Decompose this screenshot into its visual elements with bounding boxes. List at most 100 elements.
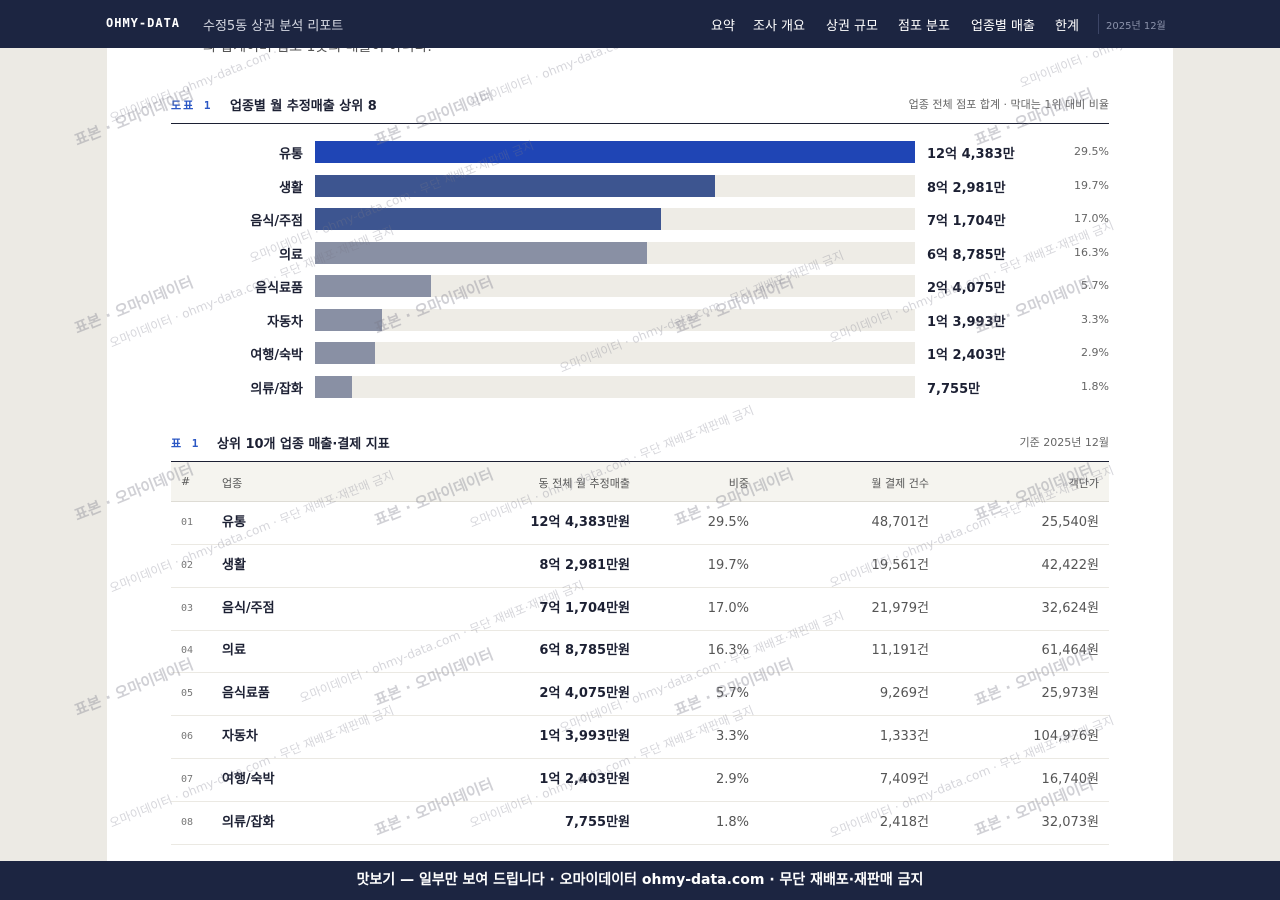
table-cell: 1억 2,403만원	[539, 771, 630, 787]
value-label: 12억 4,383만	[927, 147, 1015, 162]
table-row: 03 음식/주점 7억 1,704만원 17.0% 21,979건 32,624원	[171, 588, 1109, 631]
share-label: 19.7%	[1074, 178, 1109, 192]
table-cell: 자동차	[222, 729, 258, 744]
table-cell: 12억 4,383만원	[530, 515, 630, 530]
bar-track	[315, 342, 915, 364]
chart-title: 업종별 월 추정매출 상위 8	[230, 99, 377, 114]
footer-banner: 맛보기 — 일부만 보여 드립니다 · 오마이데이터 ohmy-data.com…	[0, 861, 1280, 900]
table-cell: 06	[181, 731, 194, 742]
value-label: 1억 2,403만	[927, 348, 1006, 363]
table-cell: 1.8%	[715, 814, 749, 830]
category-label: 유통	[279, 147, 303, 162]
table-cell: 104,976원	[1033, 729, 1099, 744]
category-label: 여행/숙박	[250, 348, 303, 363]
nav-link[interactable]: 조사 개요	[753, 19, 805, 34]
column-header: 동 전체 월 추정매출	[538, 477, 630, 490]
share-label: 3.3%	[1081, 312, 1109, 326]
table-cell: 의료	[222, 643, 246, 659]
table-cell: 16.3%	[707, 643, 749, 659]
table-row: 02 생활 8억 2,981만원 19.7% 19,561건 42,422원	[171, 545, 1109, 588]
table-cell: 25,973원	[1041, 686, 1099, 702]
nav-link[interactable]: 업종별 매출	[971, 19, 1035, 34]
value-label: 7억 1,704만	[927, 214, 1006, 229]
chart-note: 업종 전체 점포 합계 · 막대는 1위 대비 비율	[908, 98, 1109, 111]
table-cell: 25,540원	[1041, 515, 1099, 530]
bar	[315, 174, 716, 197]
share-label: 17.0%	[1074, 212, 1109, 225]
nav-link[interactable]: 한계	[1055, 19, 1079, 34]
category-label: 자동차	[267, 314, 303, 330]
column-header: 월 결제 건수	[871, 477, 929, 490]
nav-link[interactable]: 상권 규모	[826, 19, 878, 34]
table-cell: 3.3%	[715, 729, 749, 744]
brand[interactable]: OHMY-DATA	[106, 16, 181, 30]
table-cell: 32,073원	[1041, 814, 1099, 830]
table-cell: 생활	[222, 557, 246, 573]
table-cell: 07	[181, 773, 194, 785]
table-cell: 42,422원	[1041, 557, 1099, 573]
table-cell: 1,333건	[879, 729, 929, 744]
column-header: 업종	[222, 477, 243, 490]
rule	[171, 123, 1109, 124]
nav-link[interactable]: 요약	[711, 19, 735, 34]
column-header: 비중	[728, 477, 749, 490]
table-cell: 16,740원	[1041, 771, 1099, 787]
table-cell: 11,191건	[871, 643, 929, 659]
value-label: 8억 2,981만	[927, 180, 1006, 196]
table-cell: 01	[181, 517, 194, 528]
table-cell: 6억 8,785만원	[539, 643, 630, 659]
table-cell: 02	[181, 559, 194, 571]
table-cell: 7,755만원	[564, 814, 630, 830]
chart-tag: 도표 1	[171, 99, 213, 112]
value-label: 7,755만	[927, 381, 981, 397]
table-cell: 17.0%	[707, 600, 749, 616]
table-header: # 업종 동 전체 월 추정매출 비중 월 결제 건수 객단가	[171, 462, 1109, 502]
table-cell: 5.7%	[715, 686, 749, 702]
table-cell: 의류/잡화	[222, 814, 275, 830]
bar-track	[315, 275, 915, 297]
bar	[315, 308, 383, 331]
table-tag: 표 1	[171, 437, 201, 450]
share-label: 29.5%	[1074, 145, 1109, 158]
report-title: 수정5동 상권 분석 리포트	[203, 19, 344, 34]
value-label: 6억 8,785만	[927, 247, 1006, 263]
column-header: 객단가	[1068, 477, 1099, 490]
category-label: 의류/잡화	[250, 381, 303, 397]
table-cell: 61,464원	[1041, 643, 1099, 659]
category-label: 생활	[279, 180, 303, 196]
table-cell: 21,979건	[871, 600, 929, 616]
bar	[315, 342, 375, 364]
value-label: 1억 3,993만	[927, 314, 1006, 330]
table-title: 상위 10개 업종 매출·결제 지표	[217, 437, 390, 452]
table-cell: 2,418건	[879, 814, 929, 830]
table-cell: 2억 4,075만원	[539, 686, 630, 702]
category-label: 음식/주점	[250, 214, 303, 229]
table-row: 05 음식료품 2억 4,075만원 5.7% 9,269건 25,973원	[171, 673, 1109, 717]
table-cell: 8억 2,981만원	[539, 557, 630, 573]
rule	[171, 461, 1109, 462]
bar-track	[315, 308, 915, 331]
bar	[315, 275, 432, 297]
table-row: 01 유통 12억 4,383만원 29.5% 48,701건 25,540원	[171, 502, 1109, 545]
table-cell: 여행/숙박	[222, 771, 275, 787]
table-cell: 32,624원	[1041, 600, 1099, 616]
nav-link[interactable]: 점포 분포	[898, 19, 950, 34]
bar-track	[315, 375, 915, 398]
table-cell: 03	[181, 602, 194, 614]
bar	[315, 241, 647, 264]
share-label: 5.7%	[1081, 279, 1109, 292]
divider	[1098, 14, 1099, 34]
table-cell: 04	[181, 645, 194, 657]
table-cell: 음식료품	[222, 686, 270, 702]
table-cell: 2.9%	[715, 771, 749, 787]
bar	[315, 141, 915, 163]
table-row: 08 의류/잡화 7,755만원 1.8% 2,418건 32,073원	[171, 802, 1109, 845]
table-cell: 48,701건	[871, 515, 929, 530]
table-row: 06 자동차 1억 3,993만원 3.3% 1,333건 104,976원	[171, 716, 1109, 759]
bar	[315, 375, 353, 398]
table-row: 07 여행/숙박 1억 2,403만원 2.9% 7,409건 16,740원	[171, 759, 1109, 802]
table-cell: 29.5%	[707, 515, 749, 530]
period: 2025년 12월	[1106, 21, 1166, 32]
share-label: 1.8%	[1081, 379, 1109, 393]
